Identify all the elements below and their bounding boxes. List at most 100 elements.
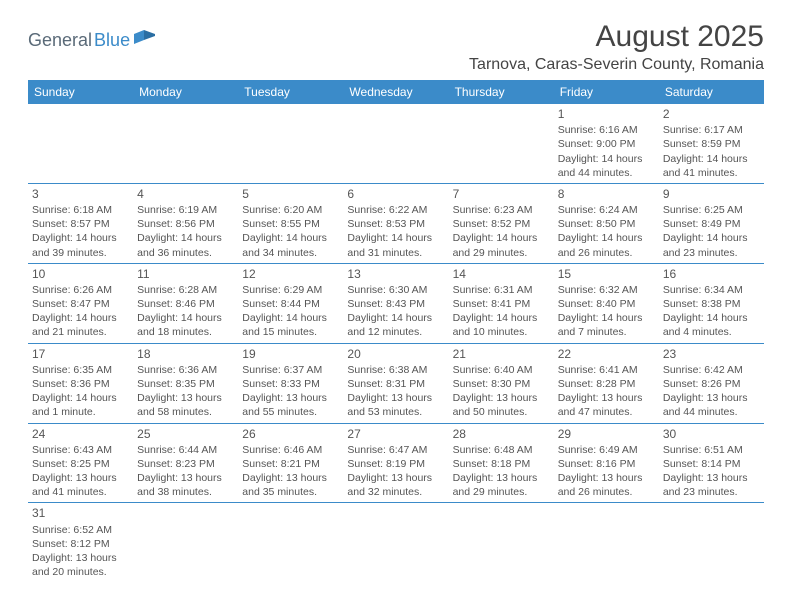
calendar-cell: 12Sunrise: 6:29 AMSunset: 8:44 PMDayligh…: [238, 263, 343, 343]
month-title: August 2025: [469, 20, 764, 54]
calendar-cell: 18Sunrise: 6:36 AMSunset: 8:35 PMDayligh…: [133, 343, 238, 423]
weekday-header: Thursday: [449, 80, 554, 104]
day-number: 28: [453, 426, 550, 442]
calendar-row: 10Sunrise: 6:26 AMSunset: 8:47 PMDayligh…: [28, 263, 764, 343]
sunrise-line: Sunrise: 6:23 AM: [453, 203, 550, 217]
daylight-line: Daylight: 13 hours and 58 minutes.: [137, 391, 234, 419]
daylight-line: Daylight: 13 hours and 55 minutes.: [242, 391, 339, 419]
sunrise-line: Sunrise: 6:36 AM: [137, 363, 234, 377]
daylight-line: Daylight: 13 hours and 29 minutes.: [453, 471, 550, 499]
daylight-line: Daylight: 14 hours and 29 minutes.: [453, 231, 550, 259]
daylight-line: Daylight: 14 hours and 12 minutes.: [347, 311, 444, 339]
sunrise-line: Sunrise: 6:28 AM: [137, 283, 234, 297]
day-number: 27: [347, 426, 444, 442]
day-number: 10: [32, 266, 129, 282]
day-number: 5: [242, 186, 339, 202]
daylight-line: Daylight: 14 hours and 26 minutes.: [558, 231, 655, 259]
calendar-cell: 26Sunrise: 6:46 AMSunset: 8:21 PMDayligh…: [238, 423, 343, 503]
day-number: 30: [663, 426, 760, 442]
calendar-row: 1Sunrise: 6:16 AMSunset: 9:00 PMDaylight…: [28, 104, 764, 183]
daylight-line: Daylight: 13 hours and 32 minutes.: [347, 471, 444, 499]
sunrise-line: Sunrise: 6:24 AM: [558, 203, 655, 217]
sunrise-line: Sunrise: 6:35 AM: [32, 363, 129, 377]
sunrise-line: Sunrise: 6:37 AM: [242, 363, 339, 377]
daylight-line: Daylight: 14 hours and 15 minutes.: [242, 311, 339, 339]
sunrise-line: Sunrise: 6:43 AM: [32, 443, 129, 457]
sunrise-line: Sunrise: 6:32 AM: [558, 283, 655, 297]
sunset-line: Sunset: 8:19 PM: [347, 457, 444, 471]
logo-text-blue: Blue: [94, 30, 130, 51]
calendar-cell: [28, 104, 133, 183]
sunrise-line: Sunrise: 6:42 AM: [663, 363, 760, 377]
sunset-line: Sunset: 8:35 PM: [137, 377, 234, 391]
day-number: 31: [32, 505, 129, 521]
calendar-row: 17Sunrise: 6:35 AMSunset: 8:36 PMDayligh…: [28, 343, 764, 423]
sunset-line: Sunset: 8:18 PM: [453, 457, 550, 471]
sunrise-line: Sunrise: 6:29 AM: [242, 283, 339, 297]
daylight-line: Daylight: 13 hours and 50 minutes.: [453, 391, 550, 419]
day-number: 6: [347, 186, 444, 202]
day-number: 3: [32, 186, 129, 202]
calendar-cell: [449, 104, 554, 183]
day-number: 16: [663, 266, 760, 282]
sunset-line: Sunset: 8:46 PM: [137, 297, 234, 311]
sunrise-line: Sunrise: 6:44 AM: [137, 443, 234, 457]
calendar-cell: 29Sunrise: 6:49 AMSunset: 8:16 PMDayligh…: [554, 423, 659, 503]
sunset-line: Sunset: 8:44 PM: [242, 297, 339, 311]
calendar-cell: 15Sunrise: 6:32 AMSunset: 8:40 PMDayligh…: [554, 263, 659, 343]
calendar-header-row: SundayMondayTuesdayWednesdayThursdayFrid…: [28, 80, 764, 104]
calendar-cell: 30Sunrise: 6:51 AMSunset: 8:14 PMDayligh…: [659, 423, 764, 503]
sunset-line: Sunset: 8:53 PM: [347, 217, 444, 231]
sunrise-line: Sunrise: 6:47 AM: [347, 443, 444, 457]
calendar-cell: 1Sunrise: 6:16 AMSunset: 9:00 PMDaylight…: [554, 104, 659, 183]
daylight-line: Daylight: 14 hours and 23 minutes.: [663, 231, 760, 259]
sunset-line: Sunset: 8:40 PM: [558, 297, 655, 311]
weekday-header: Wednesday: [343, 80, 448, 104]
calendar-row: 24Sunrise: 6:43 AMSunset: 8:25 PMDayligh…: [28, 423, 764, 503]
day-number: 23: [663, 346, 760, 362]
sunrise-line: Sunrise: 6:18 AM: [32, 203, 129, 217]
daylight-line: Daylight: 14 hours and 41 minutes.: [663, 152, 760, 180]
daylight-line: Daylight: 14 hours and 1 minute.: [32, 391, 129, 419]
calendar-cell: 27Sunrise: 6:47 AMSunset: 8:19 PMDayligh…: [343, 423, 448, 503]
sunset-line: Sunset: 8:16 PM: [558, 457, 655, 471]
calendar-cell: 10Sunrise: 6:26 AMSunset: 8:47 PMDayligh…: [28, 263, 133, 343]
daylight-line: Daylight: 13 hours and 35 minutes.: [242, 471, 339, 499]
sunset-line: Sunset: 8:23 PM: [137, 457, 234, 471]
calendar-cell: [554, 503, 659, 582]
daylight-line: Daylight: 14 hours and 34 minutes.: [242, 231, 339, 259]
calendar-cell: 24Sunrise: 6:43 AMSunset: 8:25 PMDayligh…: [28, 423, 133, 503]
sunset-line: Sunset: 8:43 PM: [347, 297, 444, 311]
calendar-cell: 19Sunrise: 6:37 AMSunset: 8:33 PMDayligh…: [238, 343, 343, 423]
weekday-header: Tuesday: [238, 80, 343, 104]
calendar-cell: 2Sunrise: 6:17 AMSunset: 8:59 PMDaylight…: [659, 104, 764, 183]
logo: GeneralBlue: [28, 20, 156, 51]
sunrise-line: Sunrise: 6:41 AM: [558, 363, 655, 377]
calendar-table: SundayMondayTuesdayWednesdayThursdayFrid…: [28, 80, 764, 582]
daylight-line: Daylight: 14 hours and 39 minutes.: [32, 231, 129, 259]
calendar-cell: [238, 503, 343, 582]
sunset-line: Sunset: 8:36 PM: [32, 377, 129, 391]
calendar-cell: 6Sunrise: 6:22 AMSunset: 8:53 PMDaylight…: [343, 183, 448, 263]
day-number: 21: [453, 346, 550, 362]
sunset-line: Sunset: 8:31 PM: [347, 377, 444, 391]
sunset-line: Sunset: 8:38 PM: [663, 297, 760, 311]
day-number: 12: [242, 266, 339, 282]
logo-text-gray: General: [28, 30, 92, 51]
day-number: 25: [137, 426, 234, 442]
calendar-cell: [449, 503, 554, 582]
calendar-cell: 20Sunrise: 6:38 AMSunset: 8:31 PMDayligh…: [343, 343, 448, 423]
calendar-cell: 13Sunrise: 6:30 AMSunset: 8:43 PMDayligh…: [343, 263, 448, 343]
sunset-line: Sunset: 8:47 PM: [32, 297, 129, 311]
daylight-line: Daylight: 14 hours and 10 minutes.: [453, 311, 550, 339]
day-number: 4: [137, 186, 234, 202]
calendar-row: 31Sunrise: 6:52 AMSunset: 8:12 PMDayligh…: [28, 503, 764, 582]
daylight-line: Daylight: 13 hours and 26 minutes.: [558, 471, 655, 499]
sunset-line: Sunset: 8:12 PM: [32, 537, 129, 551]
calendar-row: 3Sunrise: 6:18 AMSunset: 8:57 PMDaylight…: [28, 183, 764, 263]
day-number: 19: [242, 346, 339, 362]
day-number: 14: [453, 266, 550, 282]
sunset-line: Sunset: 8:28 PM: [558, 377, 655, 391]
sunset-line: Sunset: 8:25 PM: [32, 457, 129, 471]
sunrise-line: Sunrise: 6:31 AM: [453, 283, 550, 297]
